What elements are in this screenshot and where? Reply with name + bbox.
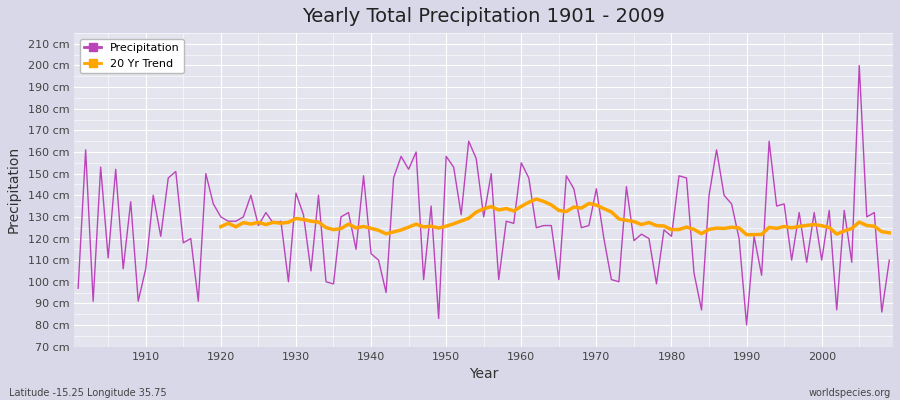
Title: Yearly Total Precipitation 1901 - 2009: Yearly Total Precipitation 1901 - 2009 <box>302 7 665 26</box>
Text: worldspecies.org: worldspecies.org <box>809 388 891 398</box>
Legend: Precipitation, 20 Yr Trend: Precipitation, 20 Yr Trend <box>80 39 184 73</box>
X-axis label: Year: Year <box>469 367 499 381</box>
Y-axis label: Precipitation: Precipitation <box>7 146 21 234</box>
Text: Latitude -15.25 Longitude 35.75: Latitude -15.25 Longitude 35.75 <box>9 388 166 398</box>
